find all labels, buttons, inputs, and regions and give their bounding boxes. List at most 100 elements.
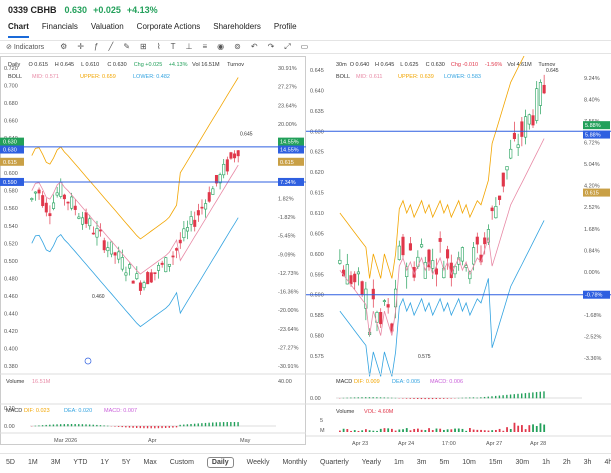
eye-icon[interactable]: ◉ bbox=[217, 42, 225, 51]
x-axis-label: Mar 2026 bbox=[54, 438, 77, 444]
tab-chart[interactable]: Chart bbox=[8, 22, 29, 38]
interval-30m[interactable]: 30m bbox=[515, 459, 530, 466]
macd-bar bbox=[513, 394, 515, 399]
macd-bar bbox=[136, 426, 138, 428]
lock-icon[interactable]: ⊚ bbox=[234, 42, 241, 51]
tab-financials[interactable]: Financials bbox=[41, 22, 78, 31]
interval-10m[interactable]: 10m bbox=[462, 459, 476, 466]
candle bbox=[175, 248, 179, 251]
candle bbox=[84, 212, 88, 224]
x-axis-label: Apr 27 bbox=[486, 441, 502, 447]
candle bbox=[379, 312, 383, 325]
macd-bar bbox=[487, 396, 489, 399]
interval-3m[interactable]: 3m bbox=[416, 459, 427, 466]
pct-badge-right bbox=[583, 290, 610, 299]
interval-daily[interactable]: Daily bbox=[206, 457, 234, 468]
price-badge-left bbox=[0, 137, 24, 146]
interval-monthly[interactable]: Monthly bbox=[282, 459, 307, 466]
x-axis-label: 17:00 bbox=[442, 441, 456, 447]
volume-bar bbox=[372, 430, 375, 432]
intraday-chart-panel[interactable]: 30m O 0.640 H 0.645 L 0.625 C 0.630 Chg -0.01… bbox=[306, 56, 611, 452]
macd-bar bbox=[402, 398, 404, 399]
macd-bar bbox=[495, 395, 497, 399]
macd-bar bbox=[128, 426, 131, 428]
candle bbox=[349, 275, 353, 285]
candle bbox=[91, 232, 95, 235]
volume-bar bbox=[405, 428, 408, 432]
price-badge-left bbox=[0, 157, 24, 166]
volume-bar bbox=[495, 429, 497, 432]
crosshair-icon[interactable]: ✛ bbox=[77, 42, 85, 51]
macd-bar bbox=[88, 424, 91, 427]
interval-yearly[interactable]: Yearly bbox=[361, 459, 381, 466]
indicators-label: Indicators bbox=[13, 44, 45, 51]
tab-corporate-actions[interactable]: Corporate Actions bbox=[136, 22, 201, 31]
candle bbox=[153, 272, 157, 275]
undo-icon[interactable]: ↶ bbox=[250, 42, 258, 51]
macd-bar bbox=[435, 398, 437, 400]
fx-icon[interactable]: ƒ bbox=[94, 42, 99, 51]
price-tick: 0.680 bbox=[4, 101, 18, 107]
pct-tick: -5.45% bbox=[278, 234, 296, 240]
interval-1m[interactable]: 1m bbox=[393, 459, 404, 466]
interval-quarterly[interactable]: Quarterly bbox=[319, 459, 349, 466]
interval-weekly[interactable]: Weekly bbox=[246, 459, 270, 466]
fib-icon[interactable]: ≡ bbox=[202, 42, 208, 51]
draw-line-icon[interactable]: ╱ bbox=[108, 42, 114, 51]
macd-bar bbox=[391, 397, 393, 399]
gear-icon[interactable]: ⚙ bbox=[60, 42, 68, 51]
interval-4h[interactable]: 4h bbox=[604, 459, 611, 466]
ruler-icon[interactable]: ⊞ bbox=[140, 42, 147, 51]
tab-valuation[interactable]: Valuation bbox=[90, 22, 124, 31]
daily-chart-panel[interactable]: Daily O 0.615 H 0.645 L 0.610 C 0.630 Chg +0.… bbox=[0, 56, 306, 452]
timeframe-ytd[interactable]: YTD bbox=[73, 459, 88, 466]
layout-icon[interactable]: ▭ bbox=[300, 42, 309, 51]
tab-profile[interactable]: Profile bbox=[273, 22, 297, 31]
boll-upper-line bbox=[339, 56, 525, 279]
volume-bar bbox=[428, 428, 430, 432]
candle bbox=[382, 300, 386, 302]
price-tick: 0.460 bbox=[4, 294, 18, 300]
candle bbox=[516, 144, 520, 148]
indicators-button[interactable]: ⊘ Indicators bbox=[6, 44, 45, 51]
candle bbox=[48, 213, 52, 217]
volume-label: Volume bbox=[336, 409, 354, 415]
shapes-icon[interactable]: ⌇ bbox=[156, 42, 161, 51]
macd-bar bbox=[350, 397, 352, 399]
macd-bar bbox=[92, 424, 94, 427]
timeframe-5y[interactable]: 5Y bbox=[121, 459, 131, 466]
macd-bar bbox=[107, 425, 109, 427]
text-icon[interactable]: T bbox=[170, 42, 176, 51]
interval-2h[interactable]: 2h bbox=[562, 459, 571, 466]
measure-icon[interactable]: ⊥ bbox=[185, 42, 193, 51]
interval-5m[interactable]: 5m bbox=[439, 459, 450, 466]
chart-toolbar: ⊘ Indicators ⚙ ✛ ƒ ╱ ✎ ⊞ ⌇ T ⊥ ≡ ◉ ⊚ ↶ ↷ ⤢ ▭ bbox=[0, 40, 611, 54]
candle bbox=[512, 132, 516, 139]
macd-bar bbox=[139, 426, 142, 429]
volume-bar bbox=[342, 428, 345, 432]
pct-badge-text: 0.615 bbox=[280, 160, 294, 166]
fullscreen-icon[interactable]: ⤢ bbox=[284, 42, 291, 51]
timeframe-custom[interactable]: Custom bbox=[169, 459, 194, 466]
timeframe-5d[interactable]: 5D bbox=[6, 459, 15, 466]
macd-bar bbox=[368, 397, 371, 399]
candle bbox=[371, 288, 375, 300]
info-item: Chg +0.025 bbox=[134, 62, 163, 68]
interval-3h[interactable]: 3h bbox=[583, 459, 592, 466]
candle bbox=[475, 236, 479, 245]
interval-15m[interactable]: 15m bbox=[488, 459, 503, 466]
redo-icon[interactable]: ↷ bbox=[267, 42, 275, 51]
timeframe-1m[interactable]: 1M bbox=[27, 459, 38, 466]
macd-bar bbox=[365, 397, 367, 399]
timeframe-max[interactable]: Max bbox=[143, 459, 157, 466]
volume-bar bbox=[413, 428, 416, 432]
timeframe-1y[interactable]: 1Y bbox=[100, 459, 109, 466]
pen-icon[interactable]: ✎ bbox=[123, 42, 131, 51]
macd-bar bbox=[517, 393, 519, 399]
macd-bar bbox=[193, 423, 196, 427]
toolbar-icons: ⚙ ✛ ƒ ╱ ✎ ⊞ ⌇ T ⊥ ≡ ◉ ⊚ ↶ ↷ ⤢ ▭ bbox=[60, 42, 318, 52]
timeframe-3m[interactable]: 3M bbox=[50, 459, 61, 466]
interval-1h[interactable]: 1h bbox=[542, 459, 550, 466]
info-item: Chg -0.010 bbox=[451, 62, 478, 68]
tab-shareholders[interactable]: Shareholders bbox=[213, 22, 261, 31]
